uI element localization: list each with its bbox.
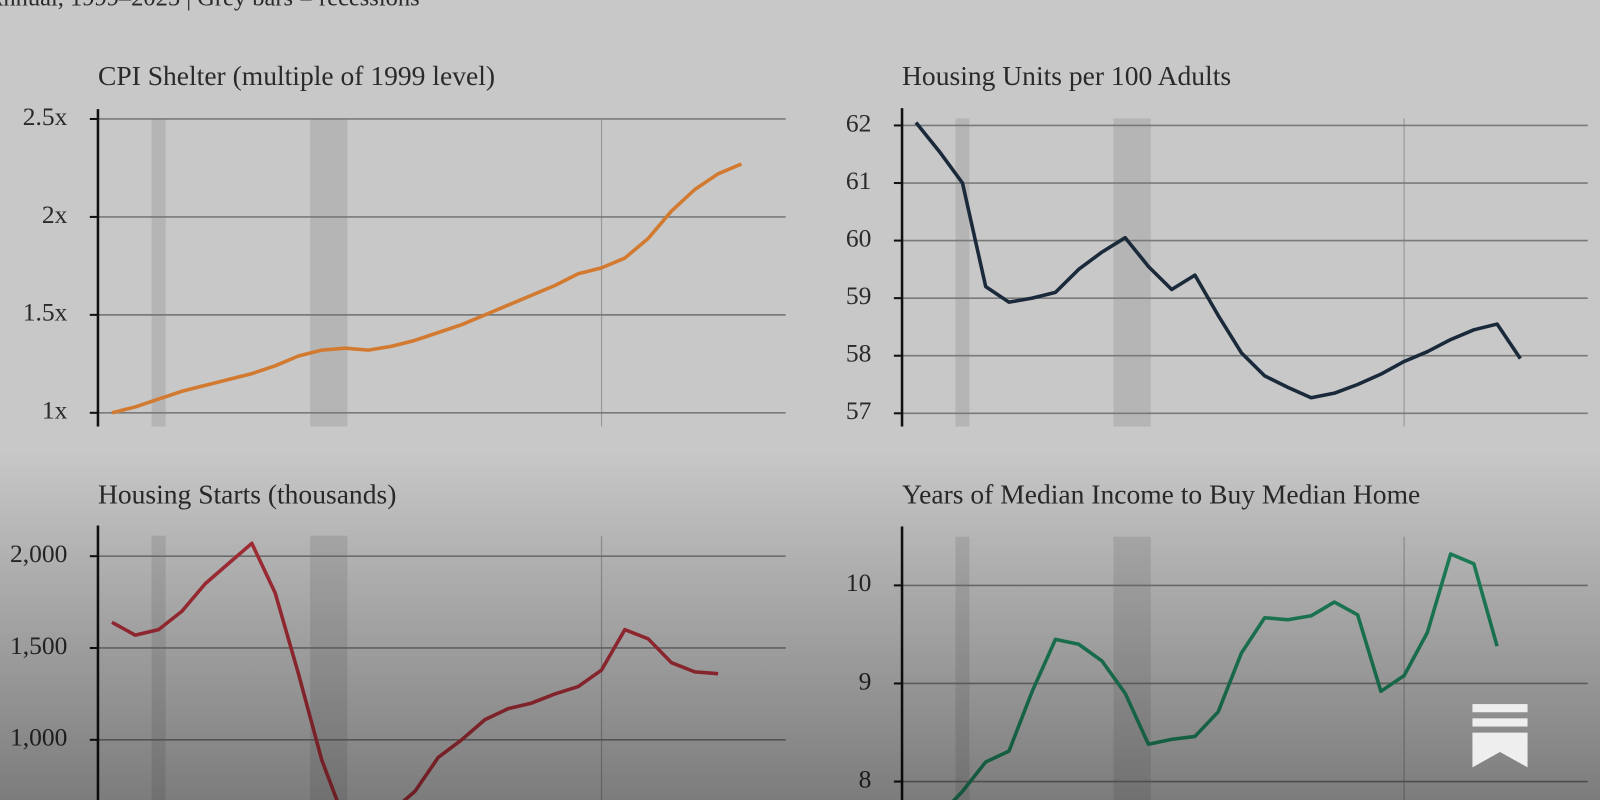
recession-bar [310, 119, 348, 427]
y-tick-label: 2.5x [23, 102, 68, 131]
fade-overlay [0, 448, 1600, 800]
logo [1472, 704, 1528, 768]
y-tick-label: 58 [846, 339, 872, 368]
panel: Housing Units per 100 Adults 57 58 59 60 61 62 [846, 60, 1588, 427]
data-line [914, 121, 1522, 400]
y-tick-label: 59 [846, 281, 872, 310]
subtitle: Annual, 1999–2025 | Grey bars = recessio… [0, 0, 420, 12]
y-tick-label: 2x [42, 200, 68, 229]
y-tick-label: 61 [846, 166, 872, 195]
panel: CPI Shelter (multiple of 1999 level) 1x 1.… [23, 60, 786, 427]
y-tick-label: 57 [846, 396, 872, 425]
recession-bar [955, 118, 970, 427]
data-line [111, 162, 743, 415]
panel-title: CPI Shelter (multiple of 1999 level) [98, 60, 495, 91]
panel-title: Housing Units per 100 Adults [902, 60, 1231, 91]
recession-bar [1113, 118, 1151, 427]
y-tick-label: 60 [846, 223, 872, 252]
y-tick-label: 62 [846, 108, 872, 137]
y-tick-label: 1x [42, 396, 68, 425]
y-tick-label: 1.5x [23, 298, 68, 327]
recession-bar [151, 119, 166, 427]
